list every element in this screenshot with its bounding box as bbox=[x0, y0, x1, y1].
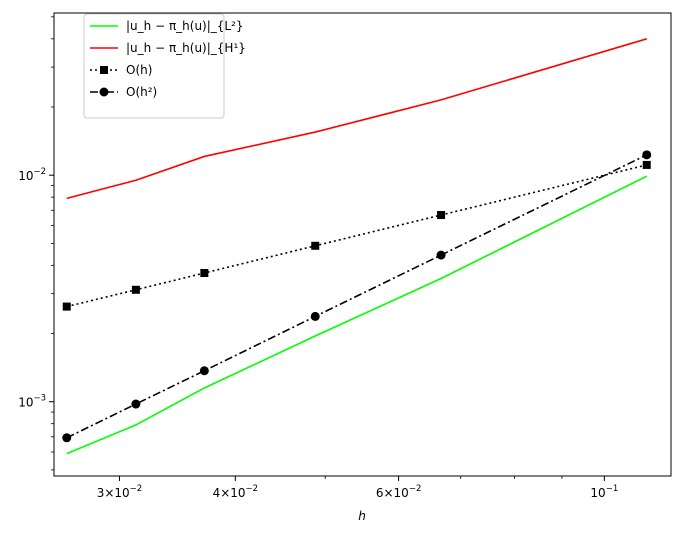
x-tick-label-3: 6×10−2 bbox=[376, 484, 422, 500]
legend-item-4: O(h²) bbox=[90, 85, 157, 99]
legend: |u_h − π_h(u)|_{L²} |u_h − π_h(u)|_{H¹} O(… bbox=[83, 13, 246, 119]
legend-item-2: |u_h − π_h(u)|_{H¹} bbox=[90, 41, 246, 55]
series-3-point-5 bbox=[437, 211, 446, 220]
x-tick-label-1: 3×10−2 bbox=[97, 484, 142, 500]
x-tick-label-4: 10−1 bbox=[590, 484, 618, 500]
series-layer bbox=[62, 38, 652, 455]
series-4-point-1 bbox=[62, 433, 72, 443]
y-tick-label-1: 10−3 bbox=[18, 394, 46, 410]
legend-box bbox=[83, 13, 225, 119]
legend-item-1: |u_h − π_h(u)|_{L²} bbox=[90, 19, 244, 33]
series-3-point-4 bbox=[311, 241, 320, 250]
legend-label-3: O(h) bbox=[126, 63, 152, 77]
series-4-point-6 bbox=[642, 150, 652, 160]
series-3-point-3 bbox=[200, 269, 209, 278]
y-tick-label-2: 10−2 bbox=[18, 167, 46, 183]
series-4-point-3 bbox=[199, 366, 209, 376]
series-4-point-2 bbox=[131, 399, 141, 409]
series-1 bbox=[66, 175, 648, 455]
series-3 bbox=[62, 160, 651, 311]
plot-frame bbox=[53, 12, 672, 477]
series-4 bbox=[62, 150, 652, 443]
series-1-line bbox=[66, 175, 648, 455]
series-2-line bbox=[66, 38, 647, 200]
legend-marker-4 bbox=[99, 87, 109, 97]
series-4-point-5 bbox=[436, 250, 446, 260]
tick-layer: 3×10−2 4×10−2 6×10−2 10−1 10−3 10−2 bbox=[18, 16, 618, 500]
x-tick-label-2: 4×10−2 bbox=[213, 484, 259, 500]
legend-label-1: |u_h − π_h(u)|_{L²} bbox=[126, 19, 244, 33]
series-3-point-2 bbox=[131, 285, 140, 294]
series-3-line bbox=[66, 164, 647, 308]
legend-label-2: |u_h − π_h(u)|_{H¹} bbox=[126, 41, 246, 55]
series-3-point-6 bbox=[642, 160, 651, 169]
legend-item-3: O(h) bbox=[90, 63, 152, 77]
series-4-point-4 bbox=[310, 311, 320, 321]
series-2 bbox=[66, 38, 647, 200]
legend-label-4: O(h²) bbox=[126, 85, 157, 99]
x-axis-label: h bbox=[358, 509, 366, 523]
series-3-point-1 bbox=[62, 302, 71, 311]
series-4-line bbox=[66, 154, 648, 439]
legend-marker-3 bbox=[100, 66, 108, 74]
